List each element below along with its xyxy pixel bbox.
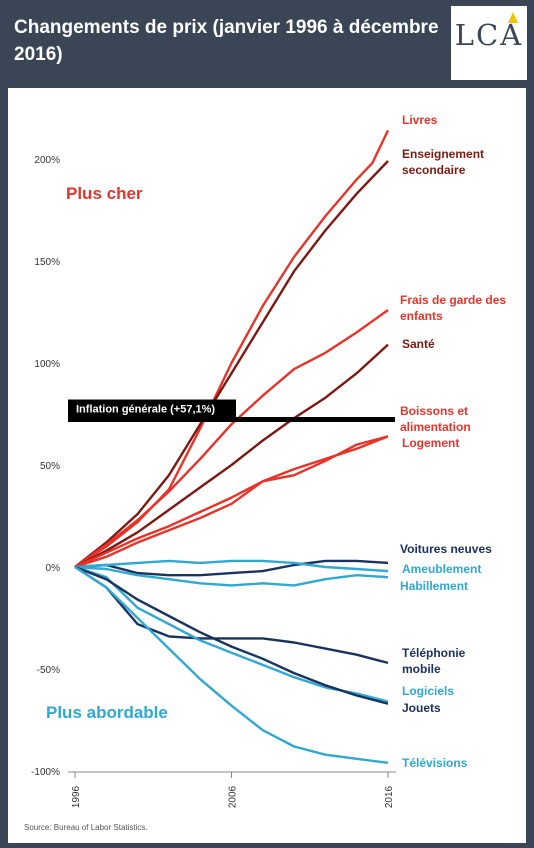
series-label: Frais de garde des enfants — [400, 293, 506, 323]
series-label: Logiciels — [402, 684, 454, 698]
lca-logo: LCA — [451, 6, 527, 80]
series-label-line: Frais de garde des — [400, 293, 506, 307]
logo-accent-icon — [508, 12, 518, 23]
series-line — [74, 565, 389, 587]
y-tick-label: 50% — [40, 461, 60, 472]
series-label: Santé — [402, 337, 435, 351]
inflation-label-box — [68, 399, 236, 418]
series-label: Voitures neuves — [400, 542, 492, 556]
source-note: Source: Bureau of Labor Statistics. — [24, 823, 148, 832]
y-tick-label: -50% — [37, 665, 60, 676]
series-label-line: enfants — [400, 309, 443, 323]
inflation-label: Inflation générale (+57,1%) — [76, 404, 215, 416]
x-tick-label: 2006 — [228, 785, 239, 808]
series-label-line: Téléphonie — [402, 646, 466, 660]
annotation-plus-abordable: Plus abordable — [46, 703, 168, 722]
x-tick-label: 2016 — [384, 785, 395, 808]
series-line — [74, 435, 389, 569]
series-label: Logement — [402, 436, 459, 450]
y-tick-label: 100% — [34, 359, 60, 370]
x-tick-label: 1996 — [71, 785, 82, 808]
series-label-line: mobile — [402, 662, 441, 676]
axes: 200% 150% 100% 50% 0% -50% -100% 1996 2006 2016 Pl… — [31, 155, 396, 808]
series-line — [74, 565, 389, 665]
logo-text: LCA — [454, 18, 524, 52]
series-label-line: Enseignement — [402, 147, 484, 161]
y-tick-label: 0% — [46, 563, 61, 574]
series-line — [74, 435, 389, 569]
series-label: Habillement — [400, 579, 468, 593]
series-line — [74, 565, 389, 764]
series-label: Ameublement — [402, 562, 481, 576]
series-line — [74, 309, 389, 568]
y-tick-label: 150% — [34, 257, 60, 268]
series-line — [74, 129, 390, 569]
series-label: Télévisions — [402, 756, 468, 770]
header: Changements de prix (janvier 1996 à déce… — [0, 0, 534, 88]
series-line — [74, 160, 389, 568]
series-line — [74, 565, 389, 703]
series-label: Boissons et alimentation — [400, 404, 471, 434]
series-line — [74, 343, 389, 569]
annotation-plus-cher: Plus cher — [66, 184, 143, 203]
y-tick-label: 200% — [34, 155, 60, 166]
series-lines: Inflation générale (+57,1%) — [68, 129, 395, 764]
page-title: Changements de prix (janvier 1996 à déce… — [14, 17, 439, 65]
series-line — [74, 559, 389, 573]
series-line — [74, 565, 389, 705]
series-label: Jouets — [402, 701, 441, 715]
series-label-line: Boissons et — [400, 404, 468, 418]
chart-panel — [8, 88, 526, 843]
series-label-line: alimentation — [400, 420, 471, 434]
series-line — [74, 559, 389, 577]
series-label: Enseignement secondaire — [402, 147, 484, 177]
series-labels: Livres Enseignement secondaire Frais de gar… — [400, 113, 506, 770]
series-label: Téléphonie mobile — [402, 646, 466, 676]
series-label-line: secondaire — [402, 163, 466, 177]
y-tick-label: -100% — [31, 767, 60, 778]
series-label: Livres — [402, 113, 438, 127]
